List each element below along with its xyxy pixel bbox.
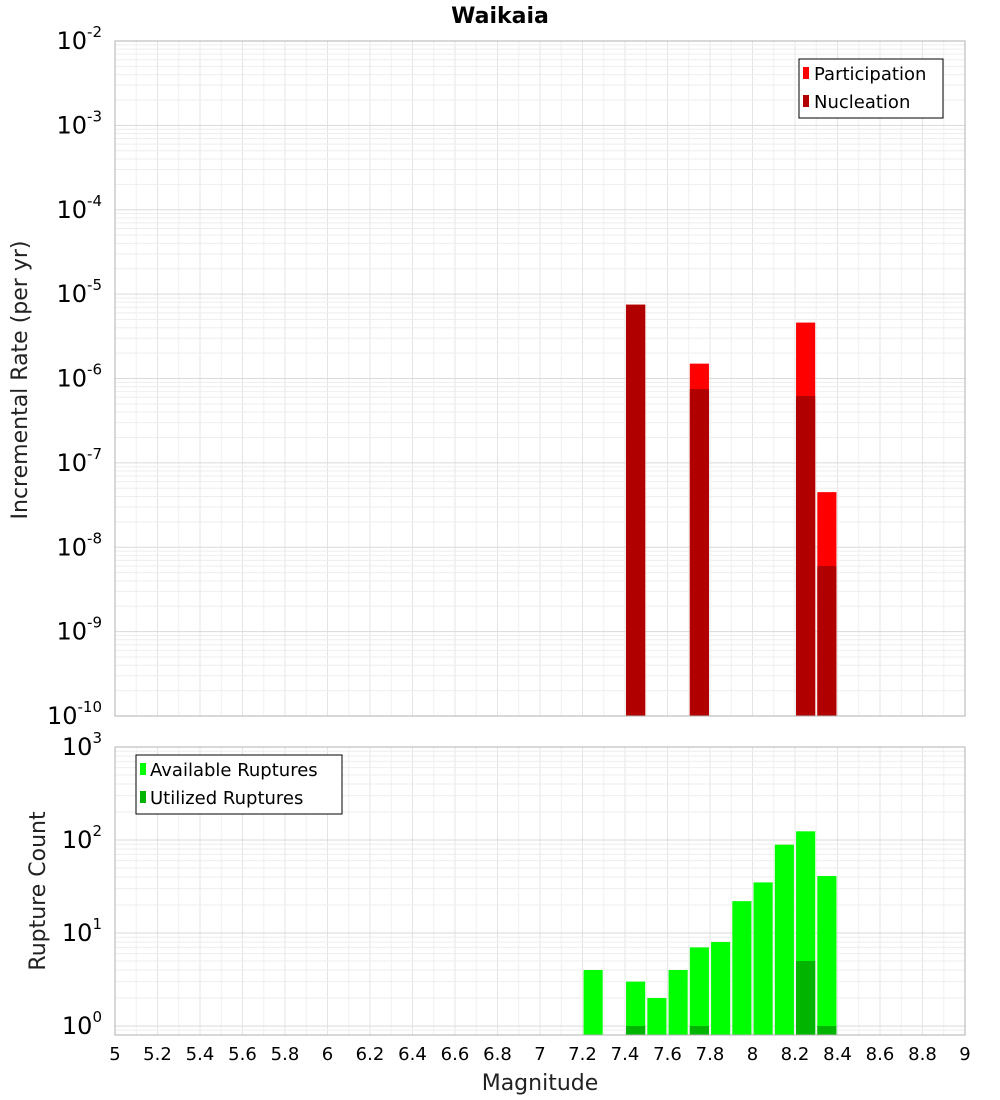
count-y-axis-label: Rupture Count bbox=[26, 811, 51, 971]
bar-available-ruptures bbox=[711, 942, 731, 1035]
chart-title: Waikaia bbox=[451, 4, 549, 29]
count-legend: Available Ruptures Utilized Ruptures bbox=[135, 754, 343, 815]
count-y-tick-label: 103 bbox=[62, 729, 102, 761]
bar-utilized-ruptures bbox=[817, 1025, 837, 1035]
x-tick-label: 7.6 bbox=[653, 1044, 682, 1065]
legend-label-nucleation: Nucleation bbox=[814, 92, 910, 113]
bar-available-ruptures bbox=[732, 901, 752, 1035]
legend-label-participation: Participation bbox=[814, 64, 926, 85]
rate-legend-box bbox=[798, 58, 944, 119]
rate-y-tick-label: 10-3 bbox=[56, 107, 102, 139]
count-plot-frame bbox=[114, 746, 966, 1036]
x-tick-label: 7.2 bbox=[568, 1044, 597, 1065]
rate-y-tick-label: 10-10 bbox=[47, 698, 102, 730]
x-tick-label: 6.8 bbox=[483, 1044, 512, 1065]
bar-available-ruptures bbox=[647, 997, 667, 1035]
x-tick-label: 5.2 bbox=[143, 1044, 172, 1065]
x-tick-label: 5.8 bbox=[271, 1044, 300, 1065]
bar-nucleation bbox=[689, 389, 709, 716]
rate-y-tick-label: 10-5 bbox=[56, 276, 102, 308]
x-axis-label: Magnitude bbox=[482, 1071, 599, 1096]
bar-available-ruptures bbox=[668, 969, 688, 1035]
legend-label-available: Available Ruptures bbox=[150, 760, 318, 781]
x-tick-label: 7.4 bbox=[611, 1044, 640, 1065]
x-tick-label: 8 bbox=[747, 1044, 758, 1065]
count-bars bbox=[583, 831, 837, 1035]
count-legend-box bbox=[135, 754, 343, 815]
bar-available-ruptures bbox=[817, 876, 837, 1035]
rate-legend: Participation Nucleation bbox=[798, 58, 944, 119]
bar-available-ruptures bbox=[774, 844, 794, 1035]
x-tick-label: 7.8 bbox=[696, 1044, 725, 1065]
legend-label-utilized: Utilized Ruptures bbox=[150, 788, 303, 809]
bar-utilized-ruptures bbox=[626, 1025, 646, 1035]
x-tick-label: 5.6 bbox=[228, 1044, 257, 1065]
count-y-tick-label: 101 bbox=[62, 915, 102, 947]
count-panel: 100 101 102 103 5 5.2 5.4 5.6 5.8 6 6.2 6.4 6.6 6.8 7… bbox=[26, 729, 971, 1096]
x-tick-label: 6.4 bbox=[398, 1044, 427, 1065]
x-tick-label: 6.6 bbox=[441, 1044, 470, 1065]
count-y-tick-label: 100 bbox=[62, 1008, 102, 1040]
x-tick-label: 9 bbox=[959, 1044, 970, 1065]
legend-swatch-available bbox=[140, 763, 146, 775]
bar-nucleation bbox=[817, 565, 837, 716]
rate-y-tick-label: 10-2 bbox=[56, 23, 102, 55]
x-tick-label: 6 bbox=[322, 1044, 333, 1065]
bar-utilized-ruptures bbox=[689, 1025, 709, 1035]
bar-available-ruptures bbox=[689, 947, 709, 1035]
x-tick-label: 8.6 bbox=[866, 1044, 895, 1065]
x-tick-label: 5 bbox=[109, 1044, 120, 1065]
rate-panel: 10-10 10-9 10-8 10-7 10-6 10-5 10-4 10-3 10-2 In… bbox=[8, 23, 966, 730]
count-y-ticks: 100 101 102 103 bbox=[62, 729, 102, 1040]
bar-available-ruptures bbox=[753, 882, 773, 1035]
rate-y-ticks: 10-10 10-9 10-8 10-7 10-6 10-5 10-4 10-3 10-2 bbox=[47, 23, 102, 730]
rate-plot-frame bbox=[114, 40, 966, 717]
rate-y-tick-label: 10-8 bbox=[56, 529, 102, 561]
count-x-ticks: 5 5.2 5.4 5.6 5.8 6 6.2 6.4 6.6 6.8 7 7.2 7.4 7.6 7.8 8… bbox=[109, 1044, 970, 1065]
bar-nucleation bbox=[626, 304, 646, 716]
bar-available-ruptures bbox=[626, 981, 646, 1035]
rate-y-tick-label: 10-6 bbox=[56, 361, 102, 393]
rate-y-tick-label: 10-4 bbox=[56, 192, 102, 224]
bar-nucleation bbox=[796, 396, 816, 716]
rate-y-tick-label: 10-9 bbox=[56, 614, 102, 646]
x-tick-label: 6.2 bbox=[356, 1044, 385, 1065]
bar-utilized-ruptures bbox=[796, 960, 816, 1035]
x-tick-label: 8.4 bbox=[823, 1044, 852, 1065]
rate-grid bbox=[115, 41, 965, 717]
legend-swatch-nucleation bbox=[803, 95, 809, 107]
rate-bars bbox=[626, 304, 837, 716]
bar-available-ruptures bbox=[583, 969, 603, 1035]
x-tick-label: 8.8 bbox=[908, 1044, 937, 1065]
x-tick-label: 7 bbox=[534, 1044, 545, 1065]
x-tick-label: 8.2 bbox=[781, 1044, 810, 1065]
rate-y-axis-label: Incremental Rate (per yr) bbox=[8, 241, 33, 520]
legend-swatch-participation bbox=[803, 67, 809, 79]
x-tick-label: 5.4 bbox=[186, 1044, 215, 1065]
legend-swatch-utilized bbox=[140, 791, 146, 803]
count-y-tick-label: 102 bbox=[62, 822, 102, 854]
rate-y-tick-label: 10-7 bbox=[56, 445, 102, 477]
